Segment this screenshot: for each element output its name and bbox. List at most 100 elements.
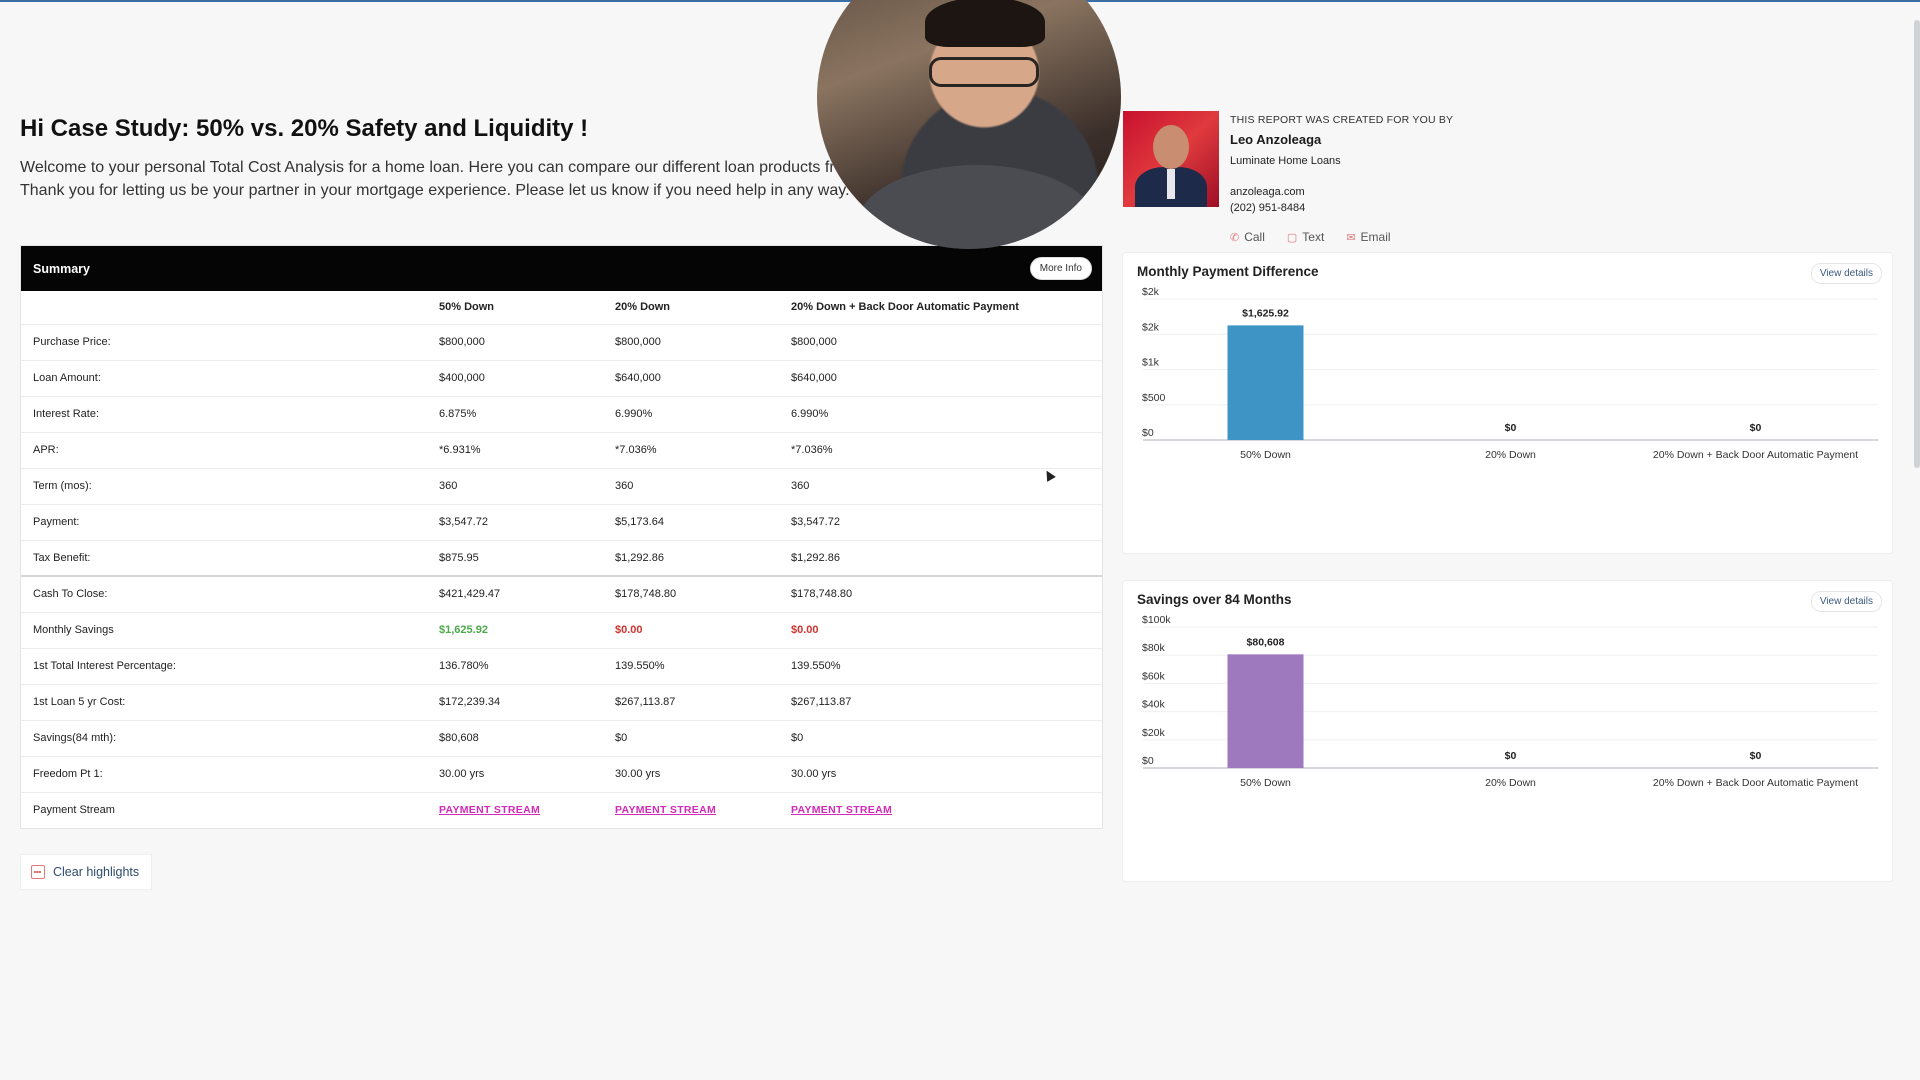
page-title: Hi Case Study: 50% vs. 20% Safety and Li… xyxy=(20,115,589,142)
table-cell: $640,000 xyxy=(791,359,1102,396)
table-cell: $1,625.92 xyxy=(439,624,488,636)
summary-header: Summary More Info xyxy=(21,246,1102,291)
view-details-button[interactable]: View details xyxy=(1810,263,1882,284)
row-label-payment: Payment: xyxy=(21,503,439,540)
payment-stream-link[interactable]: PAYMENT STREAM xyxy=(615,804,717,817)
table-row: APR: *6.931% *7.036% *7.036% xyxy=(21,431,1102,468)
table-cell: 30.00 yrs xyxy=(615,768,661,780)
table-cell: 30.00 yrs xyxy=(615,755,791,792)
text-button[interactable]: ▢ Text xyxy=(1287,230,1324,244)
table-row: Loan Amount: $400,000 $640,000 $640,000 xyxy=(21,359,1102,396)
agent-kicker: THIS REPORT WAS CREATED FOR YOU BY xyxy=(1230,114,1454,126)
webcam-hair xyxy=(925,0,1045,47)
clear-highlights-label: Clear highlights xyxy=(53,865,140,879)
chat-bubble-icon: ▢ xyxy=(1286,231,1298,244)
agent-website[interactable]: anzoleaga.com xyxy=(1230,186,1305,198)
table-cell: 360 xyxy=(615,467,791,504)
table-cell: $875.95 xyxy=(439,539,615,576)
row-label-1st-total-interest-percentage: 1st Total Interest Percentage: xyxy=(21,647,439,684)
data-label: $1,625.92 xyxy=(1242,307,1289,319)
table-cell: $267,113.87 xyxy=(791,683,1102,720)
row-label-tax-benefit: Tax Benefit: xyxy=(21,539,439,576)
y-tick-label: $20k xyxy=(1142,727,1166,739)
table-row: Payment: $3,547.72 $5,173.64 $3,547.72 xyxy=(21,503,1102,540)
table-cell: $80,608 xyxy=(439,719,615,756)
row-label-payment-stream: Payment Stream xyxy=(21,791,439,828)
payment-stream-link[interactable]: PAYMENT STREAM xyxy=(791,804,893,817)
table-cell: $267,113.87 xyxy=(615,683,791,720)
table-cell: $640,000 xyxy=(615,359,791,396)
row-label-interest-rate: Interest Rate: xyxy=(21,395,439,432)
table-cell: *7.036% xyxy=(791,444,833,456)
row-label-monthly-savings: Monthly Savings xyxy=(21,611,439,648)
bar xyxy=(1227,654,1304,768)
table-cell: $800,000 xyxy=(615,336,661,348)
table-cell: $3,547.72 xyxy=(439,503,615,540)
table-cell: $421,429.47 xyxy=(439,575,615,612)
table-cell: *7.036% xyxy=(791,431,1102,468)
clear-highlights-button[interactable]: Clear highlights xyxy=(20,854,153,890)
page-scrollbar[interactable] xyxy=(1914,20,1920,468)
table-cell: PAYMENT STREAM xyxy=(791,791,1102,828)
table-cell: $421,429.47 xyxy=(439,588,501,601)
table-cell: 360 xyxy=(615,480,634,492)
table-cell: $800,000 xyxy=(439,323,615,360)
agent-phone[interactable]: (202) 951-8484 xyxy=(1230,202,1306,214)
agent-actions: ✆ Call ▢ Text ✉ Email xyxy=(1230,230,1391,244)
agent-photo-face xyxy=(1153,125,1189,169)
table-cell: $3,547.72 xyxy=(791,516,840,528)
data-label: $0 xyxy=(1505,750,1517,762)
x-tick-label: 20% Down + Back Door Automatic Payment xyxy=(1653,777,1858,789)
savings-chart: $0 $20k $40k $60k $80k $100k $80,608 50% Down $0… xyxy=(1142,614,1878,789)
summary-card: Summary More Info 50% Down 20% Down 20% … xyxy=(20,245,1103,829)
table-row: 1st Total Interest Percentage: 136.780% 13… xyxy=(21,647,1102,684)
table-cell: $800,000 xyxy=(791,323,1102,360)
bar xyxy=(1227,325,1304,440)
chart-title: Savings over 84 Months xyxy=(1137,592,1292,607)
y-tick-label: $2k xyxy=(1142,286,1160,298)
intro-text: Welcome to your personal Total Cost Anal… xyxy=(20,156,850,202)
table-cell: 6.990% xyxy=(615,395,791,432)
row-label-purchase-price: Purchase Price: xyxy=(21,323,439,360)
table-cell: 30.00 yrs xyxy=(791,755,1102,792)
table-cell: PAYMENT STREAM xyxy=(615,791,791,828)
table-cell: $3,547.72 xyxy=(791,503,1102,540)
table-cell: 136.780% xyxy=(439,660,489,672)
x-tick-label: 50% Down xyxy=(1240,449,1291,461)
table-cell: 360 xyxy=(791,480,810,492)
table-cell: $0.00 xyxy=(791,624,819,636)
payment-stream-link[interactable]: PAYMENT STREAM xyxy=(439,804,541,817)
call-button[interactable]: ✆ Call xyxy=(1230,230,1265,244)
intro-line-2: Thank you for letting us be your partner… xyxy=(20,182,850,199)
table-cell: $640,000 xyxy=(615,372,661,384)
summary-table: 50% Down 20% Down 20% Down + Back Door A… xyxy=(21,291,1102,828)
y-tick-label: $0 xyxy=(1142,755,1154,767)
data-label: $0 xyxy=(1505,422,1517,434)
row-label-apr: APR: xyxy=(21,431,439,468)
table-cell: $0 xyxy=(615,732,628,744)
table-cell: *6.931% xyxy=(439,444,481,456)
table-cell: $1,625.92 xyxy=(439,611,615,648)
agent-card: THIS REPORT WAS CREATED FOR YOU BY Leo A… xyxy=(1230,114,1453,214)
view-details-button[interactable]: View details xyxy=(1810,591,1882,612)
email-label: Email xyxy=(1360,230,1391,244)
table-row: 1st Loan 5 yr Cost: $172,239.34 $267,113.8… xyxy=(21,683,1102,720)
x-tick-label: 20% Down xyxy=(1485,449,1536,461)
table-cell: $800,000 xyxy=(439,336,485,348)
more-info-button[interactable]: More Info xyxy=(1029,257,1092,280)
email-button[interactable]: ✉ Email xyxy=(1346,230,1390,244)
table-cell: 139.550% xyxy=(615,660,665,672)
table-cell: $1,292.86 xyxy=(791,551,840,564)
table-cell: $0.00 xyxy=(615,624,643,636)
table-cell: $0.00 xyxy=(615,611,791,648)
table-cell: $178,748.80 xyxy=(791,588,853,601)
monthly-payment-chart-panel: Monthly Payment Difference View details … xyxy=(1122,252,1893,554)
table-cell: 6.990% xyxy=(791,395,1102,432)
row-label-term-mos: Term (mos): xyxy=(21,467,439,504)
monthly-payment-chart: $0 $500 $1k $2k $2k $1,625.92 50% Down $0 20% Do… xyxy=(1142,286,1878,461)
agent-photo xyxy=(1123,111,1219,207)
table-row: Monthly Savings $1,625.92 $0.00 $0.00 xyxy=(21,611,1102,648)
table-cell: 6.990% xyxy=(615,408,653,420)
table-cell: PAYMENT STREAM xyxy=(439,791,615,828)
table-cell: $875.95 xyxy=(439,551,479,564)
